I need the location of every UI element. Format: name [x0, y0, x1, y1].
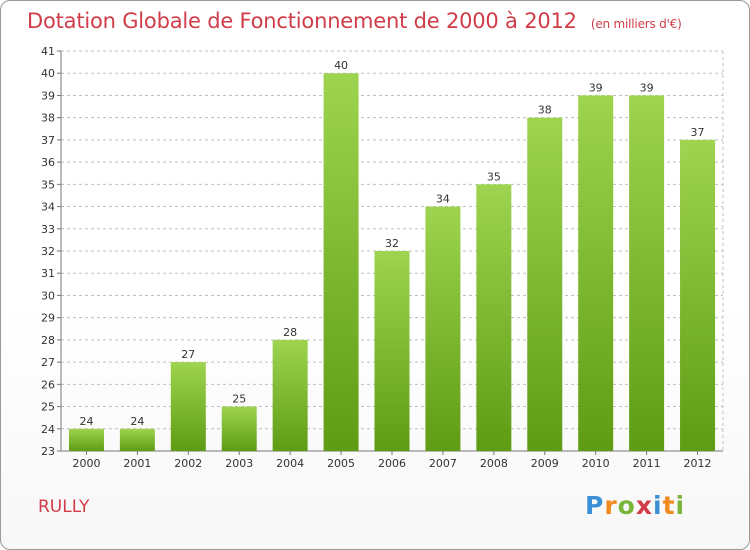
- bar: [527, 117, 563, 452]
- y-tick-label: 25: [41, 401, 55, 414]
- bar-value-label: 34: [436, 193, 450, 206]
- y-tick-label: 32: [41, 245, 55, 258]
- y-tick-label: 27: [41, 356, 55, 369]
- x-tick-label: 2001: [123, 457, 151, 470]
- bar: [170, 362, 206, 451]
- bar-value-label: 39: [589, 81, 603, 94]
- bar-value-label: 39: [640, 81, 654, 94]
- bar: [476, 184, 512, 452]
- y-tick-label: 37: [41, 134, 55, 147]
- bar: [221, 406, 257, 451]
- bars: [68, 73, 716, 452]
- bar-value-label: 35: [487, 170, 501, 183]
- y-tick-label: 39: [41, 89, 55, 102]
- bar: [119, 428, 155, 451]
- y-tick-label: 34: [41, 201, 55, 214]
- y-tick-label: 33: [41, 223, 55, 236]
- bar-value-label: 24: [79, 415, 93, 428]
- x-tick-label: 2010: [582, 457, 610, 470]
- x-tick-label: 2002: [174, 457, 202, 470]
- y-tick-label: 28: [41, 334, 55, 347]
- y-tick-label: 24: [41, 423, 55, 436]
- y-tick-label: 38: [41, 112, 55, 125]
- chart-subtitle: (en milliers d'€): [590, 17, 682, 31]
- y-tick-label: 26: [41, 378, 55, 391]
- x-tick-label: 2004: [276, 457, 304, 470]
- y-tick-label: 41: [41, 45, 55, 58]
- bar: [425, 206, 461, 451]
- bar-value-label: 37: [691, 126, 705, 139]
- y-tick-label: 36: [41, 156, 55, 169]
- x-tick-label: 2006: [378, 457, 406, 470]
- x-tick-label: 2003: [225, 457, 253, 470]
- commune-name: RULLY: [38, 497, 90, 517]
- proxiti-logo: Proxiti: [585, 491, 686, 520]
- y-tick-label: 35: [41, 178, 55, 191]
- y-tick-label: 29: [41, 312, 55, 325]
- x-tick-label: 2009: [531, 457, 559, 470]
- bar: [578, 95, 614, 451]
- x-tick-label: 2011: [633, 457, 661, 470]
- bar-value-label: 24: [130, 415, 144, 428]
- bar: [680, 139, 716, 451]
- y-tick-label: 40: [41, 67, 55, 80]
- chart-title-text: Dotation Globale de Fonctionnement de 20…: [27, 9, 577, 33]
- x-tick-label: 2005: [327, 457, 355, 470]
- bar-value-label: 25: [232, 393, 246, 406]
- x-tick-label: 2000: [72, 457, 100, 470]
- x-tick-label: 2008: [480, 457, 508, 470]
- bar: [629, 95, 665, 451]
- bar: [68, 428, 104, 451]
- y-tick-label: 31: [41, 267, 55, 280]
- bar: [272, 339, 308, 451]
- x-tick-label: 2012: [684, 457, 712, 470]
- bar-value-label: 27: [181, 348, 195, 361]
- bar: [374, 251, 410, 451]
- y-tick-label: 23: [41, 445, 55, 458]
- labels: 23 24 25 26 27 28 29 30 31 32 33 34 35 36 37 38 39 40 41 24…: [41, 45, 712, 470]
- bar-value-label: 38: [538, 104, 552, 117]
- x-tick-label: 2007: [429, 457, 457, 470]
- bar: [323, 73, 359, 451]
- chart-title: Dotation Globale de Fonctionnement de 20…: [27, 9, 682, 33]
- bar-value-label: 32: [385, 237, 399, 250]
- y-tick-label: 30: [41, 289, 55, 302]
- bar-value-label: 40: [334, 59, 348, 72]
- bar-value-label: 28: [283, 326, 297, 339]
